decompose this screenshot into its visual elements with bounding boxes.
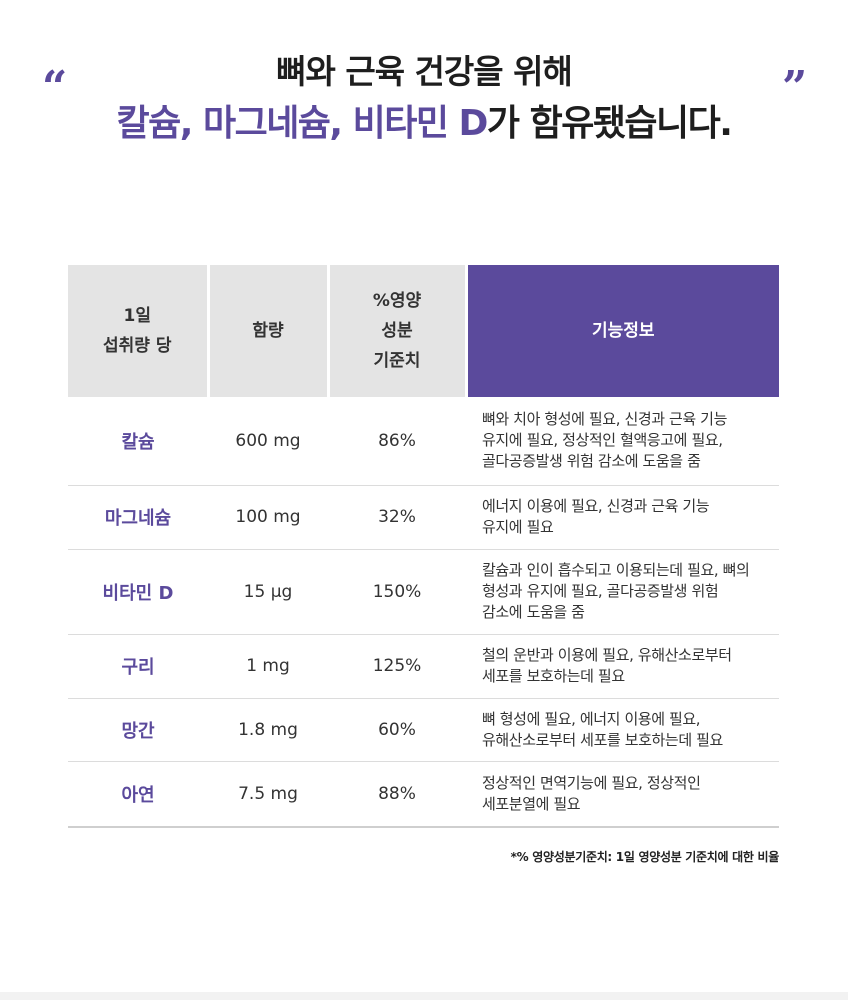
- nutrient-amount: 1.8 mg: [208, 698, 328, 762]
- nutrient-percent: 60%: [328, 698, 466, 762]
- function-line: 유지에 필요: [482, 518, 554, 536]
- header-function-info: 기능정보: [466, 265, 779, 397]
- function-line: 정상적인 면역기능에 필요, 정상적인: [482, 773, 701, 792]
- headline: 뼈와 근육 건강을 위해 칼슘, 마그네슘, 비타민 D가 함유됐습니다.: [0, 48, 848, 150]
- nutrient-amount: 7.5 mg: [208, 761, 328, 828]
- header-daily-value-percent: %영양 성분 기준치: [328, 265, 468, 397]
- nutrient-amount: 15 μg: [208, 549, 328, 635]
- function-line: 철의 운반과 이용에 필요, 유해산소로부터: [482, 646, 732, 664]
- open-quote-mark: “: [42, 62, 68, 113]
- close-quote-mark: ”: [782, 62, 808, 113]
- function-line: 유지에 필요, 정상적인 혈액응고에 필요,: [482, 431, 723, 450]
- header-amount: 함량: [208, 265, 330, 397]
- function-line: 세포를 보호하는데 필요: [482, 667, 625, 685]
- nutrient-name: 구리: [68, 634, 208, 699]
- function-line: 칼슘과 인이 흡수되고 이용되는데 필요, 뼈의: [482, 561, 750, 579]
- table-row: 칼슘 600 mg 86% 뼈와 치아 형성에 필요, 신경과 근육 기능 유지…: [68, 397, 779, 486]
- function-line: 골다공증발생 위험 감소에 도움을 줌: [482, 452, 701, 471]
- table-row: 아연 7.5 mg 88% 정상적인 면역기능에 필요, 정상적인 세포분열에 …: [68, 761, 779, 828]
- nutrient-function: 뼈와 치아 형성에 필요, 신경과 근육 기능 유지에 필요, 정상적인 혈액응…: [466, 397, 779, 486]
- table-header-row: 1일 섭취량 당 함량 %영양 성분 기준치 기능정보: [68, 265, 779, 397]
- header-dv-line: 기준치: [373, 351, 421, 371]
- header-dv-line: %영양: [372, 291, 422, 311]
- header-daily-serving-line: 섭취량 당: [103, 336, 172, 356]
- nutrient-table: 1일 섭취량 당 함량 %영양 성분 기준치 기능정보 칼슘 600 mg 86…: [68, 265, 779, 828]
- nutrient-name: 칼슘: [68, 397, 208, 486]
- nutrient-name: 비타민 D: [68, 549, 208, 635]
- daily-value-footnote: *% 영양성분기준치: 1일 영양성분 기준치에 대한 비율: [510, 850, 780, 864]
- function-line: 감소에 도움을 줌: [482, 603, 585, 621]
- headline-line-1: 뼈와 근육 건강을 위해: [276, 52, 573, 91]
- header-dv-line: 성분: [381, 321, 413, 341]
- nutrient-function: 정상적인 면역기능에 필요, 정상적인 세포분열에 필요: [466, 761, 779, 828]
- header-daily-serving-line: 1일: [123, 306, 151, 326]
- headline-line-2: 칼슘, 마그네슘, 비타민 D가 함유됐습니다.: [0, 98, 848, 150]
- header-daily-serving: 1일 섭취량 당: [68, 265, 210, 397]
- nutrient-function: 칼슘과 인이 흡수되고 이용되는데 필요, 뼈의 형성과 유지에 필요, 골다공…: [466, 549, 779, 635]
- table-row: 구리 1 mg 125% 철의 운반과 이용에 필요, 유해산소로부터 세포를 …: [68, 634, 779, 699]
- nutrient-percent: 150%: [328, 549, 466, 635]
- table-row: 마그네슘 100 mg 32% 에너지 이용에 필요, 신경과 근육 기능 유지…: [68, 485, 779, 550]
- function-line: 유해산소로부터 세포를 보호하는데 필요: [482, 730, 723, 749]
- function-line: 세포분열에 필요: [482, 794, 581, 813]
- nutrient-percent: 86%: [328, 397, 466, 486]
- nutrient-function: 에너지 이용에 필요, 신경과 근육 기능 유지에 필요: [466, 485, 779, 550]
- headline-line-2-rest: 가 함유됐습니다.: [486, 103, 733, 144]
- bottom-divider: [0, 992, 848, 1000]
- table-row: 망간 1.8 mg 60% 뼈 형성에 필요, 에너지 이용에 필요, 유해산소…: [68, 698, 779, 762]
- nutrient-function: 뼈 형성에 필요, 에너지 이용에 필요, 유해산소로부터 세포를 보호하는데 …: [466, 698, 779, 762]
- function-line: 뼈 형성에 필요, 에너지 이용에 필요,: [482, 709, 701, 728]
- table-row: 비타민 D 15 μg 150% 칼슘과 인이 흡수되고 이용되는데 필요, 뼈…: [68, 549, 779, 635]
- function-line: 형성과 유지에 필요, 골다공증발생 위험: [482, 582, 719, 600]
- nutrient-amount: 1 mg: [208, 634, 328, 699]
- nutrient-amount: 600 mg: [208, 397, 328, 486]
- nutrient-name: 마그네슘: [68, 485, 208, 550]
- nutrient-percent: 88%: [328, 761, 466, 828]
- nutrient-name: 망간: [68, 698, 208, 762]
- nutrient-percent: 32%: [328, 485, 466, 550]
- function-line: 뼈와 치아 형성에 필요, 신경과 근육 기능: [482, 410, 727, 429]
- nutrient-name: 아연: [68, 761, 208, 828]
- headline-accent-nutrients: 칼슘, 마그네슘, 비타민 D: [116, 103, 489, 144]
- nutrient-function: 철의 운반과 이용에 필요, 유해산소로부터 세포를 보호하는데 필요: [466, 634, 779, 699]
- nutrient-percent: 125%: [328, 634, 466, 699]
- function-line: 에너지 이용에 필요, 신경과 근육 기능: [482, 497, 710, 515]
- nutrient-amount: 100 mg: [208, 485, 328, 550]
